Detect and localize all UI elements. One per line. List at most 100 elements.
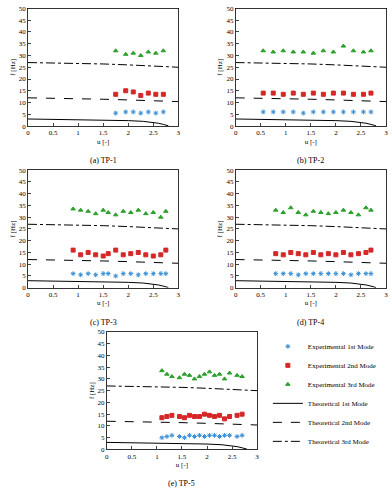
- svg-text:30: 30: [226, 214, 234, 222]
- svg-text:3: 3: [384, 129, 388, 137]
- svg-text:1.5: 1.5: [99, 129, 108, 137]
- svg-text:45: 45: [226, 17, 234, 25]
- svg-text:25: 25: [19, 225, 27, 233]
- svg-text:25: 25: [226, 225, 234, 233]
- svg-text:f [Hz]: f [Hz]: [88, 382, 96, 399]
- svg-text:1.5: 1.5: [306, 291, 315, 299]
- svg-text:2: 2: [205, 453, 209, 461]
- svg-text:(d) TP-4: (d) TP-4: [297, 318, 324, 327]
- svg-text:35: 35: [226, 202, 234, 210]
- svg-text:Experimental 3rd Mode: Experimental 3rd Mode: [308, 381, 375, 389]
- svg-text:5: 5: [22, 111, 26, 119]
- svg-text:20: 20: [226, 75, 234, 83]
- svg-text:2.5: 2.5: [357, 129, 366, 137]
- svg-text:2: 2: [126, 291, 130, 299]
- svg-text:2.5: 2.5: [228, 453, 237, 461]
- svg-text:50: 50: [226, 167, 234, 175]
- svg-text:25: 25: [98, 387, 106, 395]
- svg-text:3: 3: [177, 291, 181, 299]
- svg-text:Theoretical 2nd Mode: Theoretical 2nd Mode: [308, 419, 370, 427]
- svg-text:0: 0: [105, 453, 109, 461]
- svg-text:45: 45: [19, 17, 27, 25]
- svg-text:35: 35: [226, 40, 234, 48]
- svg-text:20: 20: [19, 237, 27, 245]
- svg-text:50: 50: [226, 5, 234, 13]
- svg-text:40: 40: [19, 28, 27, 36]
- svg-text:40: 40: [226, 28, 234, 36]
- svg-text:2.5: 2.5: [149, 291, 158, 299]
- svg-text:0.5: 0.5: [49, 291, 58, 299]
- svg-text:1: 1: [76, 129, 80, 137]
- svg-text:f [Hz]: f [Hz]: [216, 59, 224, 76]
- svg-text:2.5: 2.5: [149, 129, 158, 137]
- svg-text:40: 40: [19, 190, 27, 198]
- svg-text:u [-]: u [-]: [305, 299, 317, 307]
- svg-text:10: 10: [19, 261, 27, 269]
- svg-text:35: 35: [19, 40, 27, 48]
- svg-text:(a) TP-1: (a) TP-1: [90, 156, 117, 165]
- svg-text:50: 50: [19, 5, 27, 13]
- svg-text:5: 5: [230, 111, 234, 119]
- svg-text:5: 5: [230, 272, 234, 280]
- svg-text:1: 1: [155, 453, 159, 461]
- svg-text:1.5: 1.5: [99, 291, 108, 299]
- svg-text:0.5: 0.5: [127, 453, 136, 461]
- svg-text:u [-]: u [-]: [176, 461, 188, 469]
- svg-text:1.5: 1.5: [178, 453, 187, 461]
- svg-text:0.5: 0.5: [256, 129, 265, 137]
- svg-text:50: 50: [98, 328, 106, 336]
- svg-text:0: 0: [234, 129, 238, 137]
- svg-text:u [-]: u [-]: [97, 299, 109, 307]
- svg-text:3: 3: [255, 453, 259, 461]
- svg-text:0: 0: [26, 291, 30, 299]
- svg-text:30: 30: [98, 375, 106, 383]
- svg-text:15: 15: [226, 249, 234, 257]
- svg-text:1.5: 1.5: [306, 129, 315, 137]
- svg-text:40: 40: [98, 352, 106, 360]
- svg-text:20: 20: [98, 399, 106, 407]
- svg-text:10: 10: [226, 99, 234, 107]
- svg-text:30: 30: [19, 214, 27, 222]
- svg-text:(e) TP-5: (e) TP-5: [168, 479, 195, 488]
- svg-text:1: 1: [284, 291, 288, 299]
- svg-text:0: 0: [22, 123, 26, 131]
- svg-text:45: 45: [226, 178, 234, 186]
- svg-text:2: 2: [334, 129, 338, 137]
- svg-text:0: 0: [26, 129, 30, 137]
- svg-text:40: 40: [226, 190, 234, 198]
- svg-text:u [-]: u [-]: [305, 138, 317, 146]
- svg-text:Theoretical 1st Mode: Theoretical 1st Mode: [308, 400, 368, 408]
- svg-text:Theoretical 3rd Mode: Theoretical 3rd Mode: [308, 438, 369, 446]
- svg-text:Experimental 2nd Mode: Experimental 2nd Mode: [308, 362, 376, 370]
- svg-text:35: 35: [98, 364, 106, 372]
- svg-text:25: 25: [19, 64, 27, 72]
- svg-text:Experimental 1st Mode: Experimental 1st Mode: [308, 343, 374, 351]
- svg-text:1: 1: [76, 291, 80, 299]
- svg-text:15: 15: [19, 249, 27, 257]
- svg-text:30: 30: [226, 52, 234, 60]
- svg-text:u [-]: u [-]: [97, 138, 109, 146]
- svg-text:3: 3: [177, 129, 181, 137]
- svg-text:5: 5: [101, 434, 105, 442]
- svg-text:15: 15: [19, 87, 27, 95]
- svg-text:2.5: 2.5: [357, 291, 366, 299]
- svg-text:1: 1: [284, 129, 288, 137]
- svg-text:45: 45: [98, 340, 106, 348]
- svg-text:3: 3: [384, 291, 388, 299]
- svg-text:10: 10: [98, 422, 106, 430]
- svg-text:0: 0: [22, 284, 26, 292]
- svg-text:5: 5: [22, 272, 26, 280]
- svg-text:2: 2: [334, 291, 338, 299]
- svg-text:10: 10: [226, 261, 234, 269]
- svg-text:0: 0: [230, 284, 234, 292]
- svg-text:0: 0: [101, 446, 105, 454]
- svg-text:15: 15: [226, 87, 234, 95]
- svg-text:0: 0: [230, 123, 234, 131]
- svg-text:0.5: 0.5: [256, 291, 265, 299]
- svg-text:45: 45: [19, 178, 27, 186]
- svg-text:0: 0: [234, 291, 238, 299]
- svg-text:(b) TP-2: (b) TP-2: [297, 156, 324, 165]
- svg-text:20: 20: [226, 237, 234, 245]
- svg-text:50: 50: [19, 167, 27, 175]
- svg-text:(c) TP-3: (c) TP-3: [90, 318, 117, 327]
